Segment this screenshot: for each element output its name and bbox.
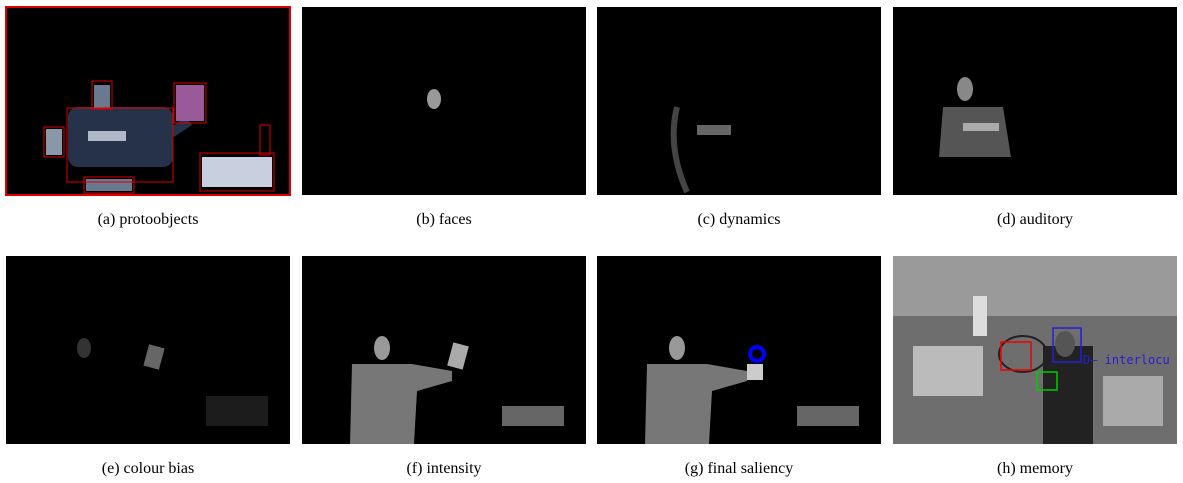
panel-colour-bias (6, 256, 290, 444)
page: D– interlocu (a) protoobjects (b) faces … (0, 0, 1183, 483)
figure: D– interlocu (a) protoobjects (b) faces … (0, 0, 1183, 483)
caption: (h) memory (997, 460, 1073, 477)
panel-final-saliency (597, 256, 881, 444)
caption: (e) colour bias (102, 460, 194, 477)
panel-auditory (893, 7, 1177, 195)
caption: (f) intensity (406, 460, 481, 477)
panel-memory: D– interlocu (893, 256, 1177, 444)
panel-intensity (302, 256, 586, 444)
panel-dynamics (597, 7, 881, 195)
caption: (b) faces (416, 211, 472, 228)
caption: (d) auditory (997, 211, 1073, 228)
caption: (g) final saliency (685, 460, 793, 477)
caption: (a) protoobjects (98, 211, 199, 228)
caption: (c) dynamics (697, 211, 780, 228)
overlay-label: D– interlocu (1083, 353, 1170, 367)
panel-faces (302, 7, 586, 195)
panel-protoobjects (6, 7, 290, 195)
